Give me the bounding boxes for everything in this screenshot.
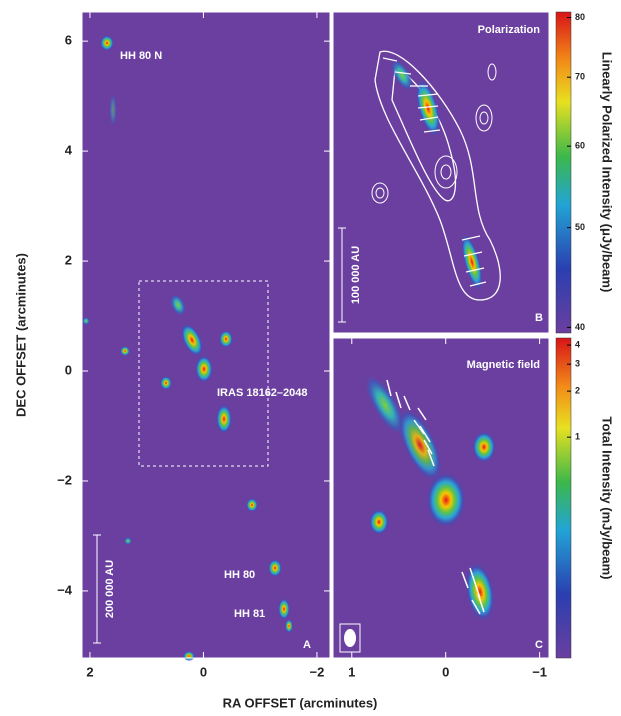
annotation: HH 80	[224, 569, 255, 581]
panel-title: Magnetic field	[467, 359, 540, 371]
x-axis-label: RA OFFSET (arcminutes)	[223, 695, 378, 710]
x-tick-label: 1	[348, 664, 355, 679]
colorbar-tick-label: 80	[575, 12, 585, 22]
source	[246, 498, 258, 512]
y-tick-label: 6	[65, 33, 72, 48]
source	[472, 431, 496, 463]
contour	[440, 164, 452, 180]
colorbar-tick-label: 2	[575, 386, 580, 396]
source	[169, 293, 187, 317]
y-tick-label: −2	[57, 472, 72, 487]
source	[100, 35, 114, 51]
source	[369, 509, 389, 535]
polarized-source	[390, 58, 414, 92]
panel-letter: B	[535, 312, 543, 324]
y-tick-label: 2	[65, 252, 72, 267]
annotation: HH 81	[234, 608, 265, 620]
panel-letter: C	[535, 639, 543, 651]
colorbar	[555, 11, 572, 334]
x-tick-label: 0	[442, 664, 449, 679]
colorbar-tick-label: 40	[575, 322, 585, 332]
source	[268, 559, 282, 577]
source	[124, 537, 132, 545]
colorbar-tick-label: 1	[575, 432, 580, 442]
colorbar	[555, 337, 572, 659]
panel-a-image: HH 80 N IRAS 18162–2048 HH 80 HH 81 200 …	[82, 35, 311, 661]
colorbar-tick-label: 4	[575, 339, 580, 349]
panel-letter: A	[303, 639, 311, 651]
source	[180, 323, 204, 357]
y-tick-label: 4	[65, 143, 73, 158]
panel-frame	[332, 11, 550, 334]
beam	[344, 629, 356, 647]
y-tick-label: 0	[65, 362, 72, 377]
panels	[82, 11, 572, 659]
panel-frame	[81, 11, 331, 659]
contour	[475, 104, 493, 132]
source	[285, 619, 293, 633]
y-axis-label: DEC OFFSET (arcminutes)	[13, 253, 28, 417]
field-vectors	[386, 379, 485, 615]
source	[183, 651, 195, 661]
contour	[375, 187, 385, 199]
contour	[487, 63, 497, 81]
colorbar-tick-label: 60	[575, 141, 585, 151]
polarized-source	[461, 232, 483, 292]
x-tick-label: −1	[532, 664, 547, 679]
zoom-box	[138, 280, 269, 467]
contour	[479, 111, 489, 125]
source	[426, 472, 466, 528]
x-tick-label: 2	[86, 664, 93, 679]
source	[219, 330, 233, 348]
x-tick-label: −2	[310, 664, 325, 679]
source	[82, 317, 90, 325]
scale-label: 100 000 AU	[350, 246, 362, 304]
x-tick-label: 0	[200, 664, 207, 679]
source	[216, 404, 232, 434]
colorbar-label: Total Intensity (mJy/beam)	[600, 416, 615, 579]
source	[195, 355, 213, 383]
contour	[371, 182, 389, 204]
source	[278, 598, 290, 620]
source	[120, 346, 130, 356]
scale-label: 200 000 AU	[104, 560, 116, 618]
contour	[374, 50, 501, 301]
polarization-vectors	[382, 57, 487, 287]
source	[160, 376, 172, 390]
colorbar-tick-label: 70	[575, 72, 585, 82]
annotation: IRAS 18162–2048	[217, 387, 308, 399]
y-tick-label: −4	[57, 582, 73, 597]
panel-frame	[332, 337, 550, 659]
colorbar-label: Linearly Polarized Intensity (μJy/beam)	[600, 52, 615, 293]
panel-b-image: 100 000 AU Polarization B	[338, 24, 543, 324]
colorbar-tick-label: 50	[575, 222, 585, 232]
source	[109, 92, 117, 128]
source	[364, 374, 406, 436]
source	[397, 408, 443, 482]
panel-c-image: Magnetic field C	[339, 359, 543, 653]
beam-box	[339, 623, 361, 653]
contour	[434, 155, 458, 189]
annotation: HH 80 N	[120, 50, 162, 62]
colorbar-tick-label: 3	[575, 359, 580, 369]
panel-background	[82, 12, 330, 658]
polarized-source	[415, 78, 441, 138]
panel-title: Polarization	[478, 24, 541, 36]
axes: 2 0 −2 6 4 2 0 −2 −4 1 0 −1 80 70 60 50 40 4 3 2 1	[57, 11, 585, 679]
